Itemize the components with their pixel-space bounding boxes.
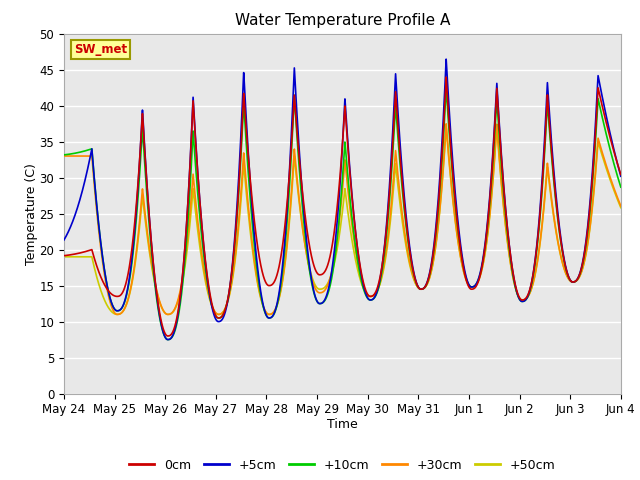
Title: Water Temperature Profile A: Water Temperature Profile A — [235, 13, 450, 28]
Y-axis label: Temperature (C): Temperature (C) — [25, 163, 38, 264]
Legend: 0cm, +5cm, +10cm, +30cm, +50cm: 0cm, +5cm, +10cm, +30cm, +50cm — [124, 454, 561, 477]
X-axis label: Time: Time — [327, 418, 358, 431]
Text: SW_met: SW_met — [74, 43, 127, 56]
